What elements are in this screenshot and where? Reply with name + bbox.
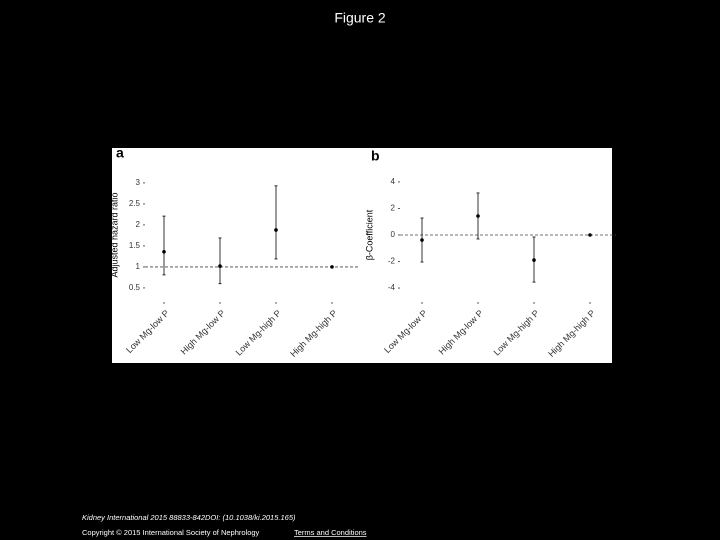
- copyright: Copyright © 2015 International Society o…: [82, 528, 260, 537]
- y-axis-title: Adjusted hazard ratio: [109, 192, 119, 277]
- point: [330, 265, 334, 269]
- point: [420, 238, 424, 242]
- terms-link[interactable]: Terms and Conditions: [294, 528, 367, 537]
- y-tick-label: 0: [391, 230, 396, 239]
- y-tick-label: 4: [391, 177, 396, 186]
- panel-label: b: [371, 148, 380, 164]
- y-tick-label: -2: [388, 257, 396, 266]
- y-tick-label: 3: [136, 178, 141, 187]
- y-tick-label: 0.5: [129, 283, 141, 292]
- point: [162, 250, 166, 254]
- y-tick-label: 1.5: [129, 241, 141, 250]
- y-axis-title: β-Coefficient: [364, 209, 374, 260]
- slide-title: Figure 2: [334, 10, 386, 26]
- point: [476, 214, 480, 218]
- citation: Kidney International 2015 88833-842DOI: …: [82, 513, 296, 522]
- y-tick-label: 1: [136, 262, 141, 271]
- y-tick-label: 2: [391, 204, 396, 213]
- y-tick-label: 2: [136, 220, 141, 229]
- point: [218, 264, 222, 268]
- point: [532, 258, 536, 262]
- point: [274, 228, 278, 232]
- figure-panel: [112, 148, 612, 363]
- y-tick-label: 2.5: [129, 199, 141, 208]
- point: [588, 233, 592, 237]
- y-tick-label: -4: [388, 283, 396, 292]
- panel-label: a: [116, 145, 124, 161]
